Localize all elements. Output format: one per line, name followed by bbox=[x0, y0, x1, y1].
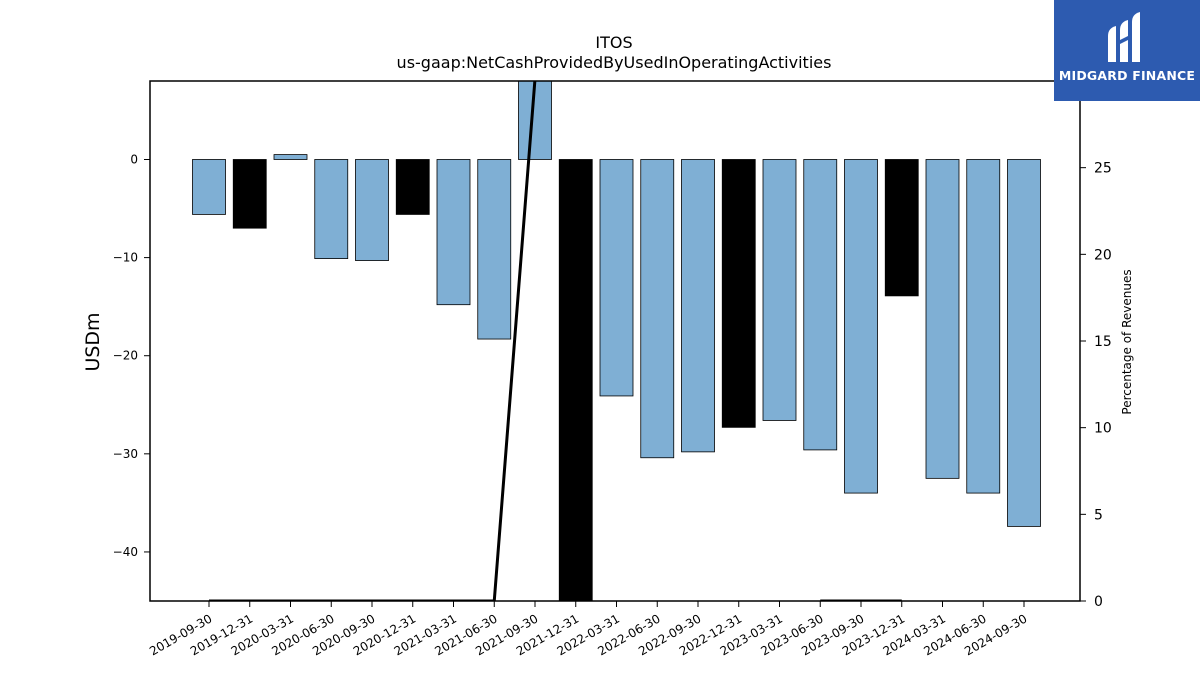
y-tick-label: −30 bbox=[113, 447, 138, 461]
y-tick-label: 0 bbox=[130, 152, 138, 166]
bar bbox=[395, 159, 430, 215]
bar bbox=[232, 159, 267, 229]
y-axis-label: USDm bbox=[82, 312, 104, 371]
chart-subtitle: us-gaap:NetCashProvidedByUsedInOperating… bbox=[397, 53, 832, 72]
y-tick-label: −10 bbox=[113, 251, 138, 265]
bar bbox=[762, 159, 797, 421]
logo-text: MIDGARD FINANCE bbox=[1058, 68, 1196, 83]
y-tick-label: −20 bbox=[113, 349, 138, 363]
y2-axis-label: Percentage of Revenues bbox=[1120, 269, 1134, 414]
bars-group bbox=[192, 80, 1041, 602]
y-tick-label: −40 bbox=[113, 545, 138, 559]
y2-tick-label: 25 bbox=[1094, 161, 1112, 177]
bar bbox=[925, 159, 960, 479]
bar bbox=[1007, 159, 1041, 527]
chart-title: ITOS bbox=[595, 33, 632, 52]
bar bbox=[436, 159, 471, 306]
logo-mark-icon bbox=[1108, 12, 1140, 62]
bar bbox=[314, 159, 349, 259]
percentage-line-group bbox=[209, 81, 902, 601]
bar bbox=[558, 159, 593, 602]
bar bbox=[599, 159, 634, 397]
bar bbox=[192, 159, 226, 215]
y2-tick-label: 20 bbox=[1094, 247, 1112, 263]
y2-tick-label: 5 bbox=[1094, 507, 1103, 523]
y2-tick-label: 15 bbox=[1094, 334, 1112, 350]
bar bbox=[721, 159, 756, 428]
bar bbox=[273, 154, 308, 160]
bar bbox=[966, 159, 1001, 494]
y2-tick-label: 10 bbox=[1094, 421, 1112, 437]
y-ticks-group: 0 −10 −20 −30 −40 bbox=[113, 152, 150, 559]
bar bbox=[477, 159, 512, 340]
bar bbox=[803, 159, 838, 451]
x-ticks-group: 2019-09-302019-12-312020-03-312020-06-30… bbox=[147, 601, 1030, 658]
brand-logo: MIDGARD FINANCE bbox=[1054, 0, 1200, 101]
percentage-line bbox=[209, 81, 537, 601]
y2-ticks-group: 0 5 10 15 20 25 bbox=[1080, 161, 1112, 610]
bar bbox=[640, 159, 675, 459]
bar bbox=[884, 159, 919, 297]
bar bbox=[355, 159, 389, 261]
bar bbox=[681, 159, 715, 453]
bar bbox=[844, 159, 878, 494]
y2-tick-label: 0 bbox=[1094, 594, 1103, 610]
